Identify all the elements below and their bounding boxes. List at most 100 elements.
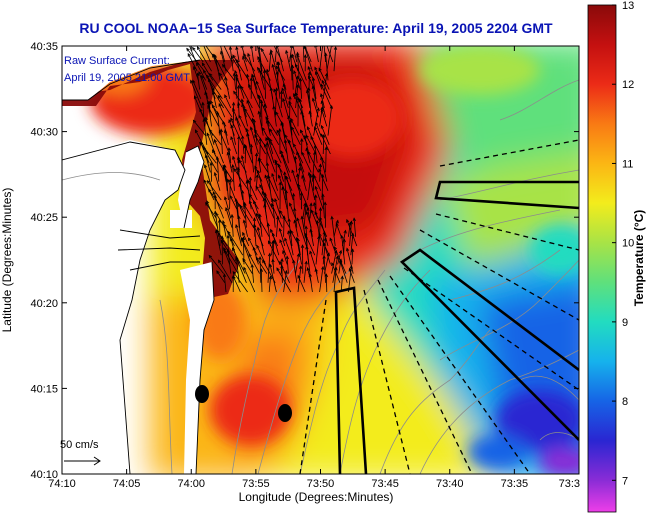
current-vector — [304, 46, 312, 63]
current-vector — [192, 80, 202, 99]
current-vector — [216, 229, 228, 247]
current-vector — [297, 184, 310, 210]
current-vector-head — [245, 127, 249, 132]
current-vector — [293, 193, 295, 210]
current-vector-head — [248, 200, 252, 205]
current-vector-head — [326, 252, 331, 257]
current-vector-head — [272, 105, 276, 110]
current-vector-head — [192, 46, 196, 51]
current-vector — [255, 186, 265, 201]
current-vector — [237, 167, 242, 191]
current-vector-head — [196, 72, 200, 77]
current-vector — [284, 238, 295, 265]
current-vector-head — [304, 260, 308, 265]
current-vector-head — [249, 46, 254, 49]
current-vector — [301, 111, 307, 136]
current-vector-head — [287, 217, 291, 222]
current-vector — [286, 256, 289, 274]
current-vector — [274, 198, 282, 219]
current-vector-head — [226, 151, 230, 156]
current-vector — [283, 216, 285, 237]
current-vector-head — [276, 267, 280, 272]
current-vector-head — [320, 106, 324, 111]
current-vector-head — [311, 85, 315, 90]
current-vector — [309, 203, 312, 219]
current-vector-head — [256, 66, 261, 71]
current-vector — [258, 46, 263, 72]
current-vector-head — [318, 163, 323, 168]
current-vector — [231, 214, 234, 237]
current-vector-head — [223, 247, 227, 252]
current-vector-head — [211, 90, 216, 95]
current-vector-head — [296, 96, 300, 101]
current-vector-head — [213, 210, 218, 215]
current-vector-head — [273, 88, 277, 93]
current-vector-head — [276, 215, 280, 220]
current-vector-head — [271, 197, 275, 202]
current-vector — [238, 216, 241, 237]
current-vector-head — [198, 70, 202, 75]
current-vector-head — [296, 53, 300, 58]
current-vector-head — [295, 84, 300, 88]
current-vector — [209, 73, 222, 90]
current-vector — [272, 259, 275, 274]
current-vector-head — [300, 215, 304, 220]
current-vector-head — [290, 64, 295, 69]
current-vector — [301, 152, 312, 173]
current-vector-head — [223, 223, 227, 228]
current-vector — [253, 247, 259, 265]
current-vector-head — [275, 70, 279, 75]
current-vector-head — [227, 147, 231, 151]
current-vector-head — [291, 169, 295, 174]
current-vector — [326, 46, 332, 72]
current-vector — [341, 235, 346, 265]
current-vector-head — [223, 129, 228, 134]
current-vector — [323, 243, 331, 265]
current-vector-head — [323, 242, 327, 247]
current-vector-head — [203, 179, 207, 184]
current-vector-head — [304, 203, 308, 208]
current-vector-head — [201, 101, 205, 106]
current-vector-head — [289, 54, 293, 59]
current-vector-head — [259, 99, 264, 104]
current-vector — [306, 148, 311, 164]
current-vector — [308, 172, 316, 201]
current-vector — [303, 261, 307, 283]
current-vector-head — [230, 117, 234, 122]
current-vector — [276, 71, 281, 99]
current-vector-head — [238, 159, 242, 164]
current-vector-head — [224, 169, 229, 174]
current-vector — [260, 268, 263, 293]
current-vector-head — [200, 74, 204, 79]
current-vector — [296, 217, 307, 247]
current-vector-head — [263, 143, 267, 148]
transect-box-south — [334, 286, 368, 474]
current-vector — [232, 108, 241, 127]
x-tick-label: 74:10 — [48, 478, 76, 490]
x-tick-label: 73:55 — [242, 478, 270, 490]
current-vector-head — [246, 132, 250, 137]
current-vector — [251, 264, 254, 283]
coastline — [62, 59, 215, 474]
current-vector — [319, 217, 329, 247]
current-vector-head — [267, 174, 271, 179]
current-vector — [248, 84, 260, 109]
current-vector-head — [209, 72, 213, 77]
current-vector-head — [282, 83, 286, 88]
land-sandy-hook — [178, 146, 204, 228]
current-vector-head — [346, 247, 350, 252]
current-vector-head — [276, 129, 280, 134]
current-vector-head — [228, 178, 232, 183]
current-vector — [243, 267, 256, 293]
transect-boxes — [334, 180, 579, 474]
current-vector — [264, 175, 271, 191]
current-vector — [257, 170, 264, 191]
current-vector-head — [304, 234, 308, 239]
current-vector-head — [350, 248, 355, 253]
current-vector-head — [244, 108, 248, 112]
current-vector — [231, 125, 236, 145]
current-vector-head — [241, 238, 245, 243]
current-vector-head — [321, 173, 325, 178]
current-vector-head — [258, 256, 262, 260]
current-vector-head — [298, 162, 303, 167]
